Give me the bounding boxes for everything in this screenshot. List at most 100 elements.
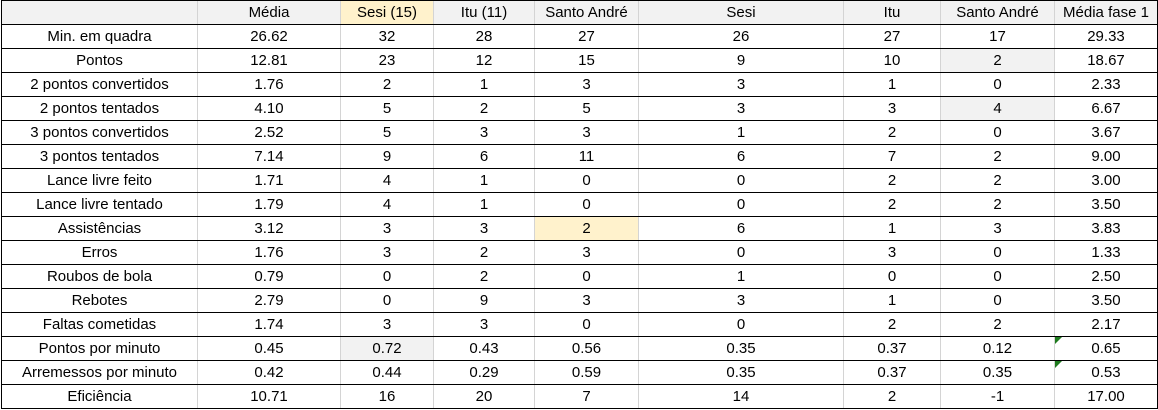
column-header[interactable]: Itu [843, 0, 941, 25]
data-cell[interactable]: 9 [638, 48, 844, 73]
data-cell[interactable]: 0 [940, 240, 1055, 265]
data-cell[interactable]: 2 [940, 168, 1055, 193]
data-cell[interactable]: 26 [638, 24, 844, 49]
data-cell[interactable]: 2 [843, 120, 941, 145]
row-label-cell[interactable]: Lance livre tentado [1, 192, 198, 217]
data-cell[interactable]: 3 [534, 72, 639, 97]
data-cell[interactable]: 3 [534, 288, 639, 313]
data-cell[interactable]: 0 [638, 312, 844, 337]
data-cell[interactable]: 0.37 [843, 360, 941, 385]
data-cell[interactable]: 0.79 [197, 264, 341, 289]
data-cell[interactable]: 2 [940, 48, 1055, 73]
row-label-cell[interactable]: Pontos por minuto [1, 336, 198, 361]
data-cell[interactable]: 9.00 [1054, 144, 1158, 169]
data-cell[interactable]: 1 [843, 288, 941, 313]
data-cell[interactable]: 9 [340, 144, 434, 169]
data-cell[interactable]: 9 [433, 288, 535, 313]
data-cell[interactable]: 0.35 [638, 336, 844, 361]
data-cell[interactable]: 2 [433, 96, 535, 121]
data-cell[interactable]: 10 [843, 48, 941, 73]
data-cell[interactable]: -1 [940, 384, 1055, 409]
data-cell[interactable]: 1 [843, 216, 941, 241]
data-cell[interactable]: 3 [340, 216, 434, 241]
data-cell[interactable]: 1.33 [1054, 240, 1158, 265]
data-cell[interactable]: 0.35 [638, 360, 844, 385]
data-cell[interactable]: 5 [534, 96, 639, 121]
data-cell[interactable]: 2.17 [1054, 312, 1158, 337]
row-label-cell[interactable]: 3 pontos tentados [1, 144, 198, 169]
row-label-cell[interactable]: Arremessos por minuto [1, 360, 198, 385]
data-cell[interactable]: 15 [534, 48, 639, 73]
data-cell[interactable]: 17.00 [1054, 384, 1158, 409]
data-cell[interactable]: 4 [340, 192, 434, 217]
data-cell[interactable]: 2.50 [1054, 264, 1158, 289]
data-cell[interactable]: 2.52 [197, 120, 341, 145]
data-cell[interactable]: 3 [940, 216, 1055, 241]
data-cell[interactable]: 0.72 [340, 336, 434, 361]
data-cell[interactable]: 2 [843, 192, 941, 217]
data-cell[interactable]: 11 [534, 144, 639, 169]
data-cell[interactable]: 7.14 [197, 144, 341, 169]
data-cell[interactable]: 0.53 [1054, 360, 1158, 385]
data-cell[interactable]: 0.56 [534, 336, 639, 361]
data-cell[interactable]: 1 [638, 264, 844, 289]
data-cell[interactable]: 2 [433, 264, 535, 289]
data-cell[interactable]: 6 [638, 216, 844, 241]
data-cell[interactable]: 5 [340, 96, 434, 121]
data-cell[interactable]: 16 [340, 384, 434, 409]
data-cell[interactable]: 23 [340, 48, 434, 73]
row-label-cell[interactable]: Erros [1, 240, 198, 265]
column-header[interactable]: Santo André [940, 0, 1055, 25]
data-cell[interactable]: 7 [534, 384, 639, 409]
data-cell[interactable]: 3 [638, 96, 844, 121]
column-header[interactable]: Itu (11) [433, 0, 535, 25]
data-cell[interactable]: 1 [433, 72, 535, 97]
data-cell[interactable]: 2 [843, 168, 941, 193]
data-cell[interactable]: 12.81 [197, 48, 341, 73]
row-label-cell[interactable]: Roubos de bola [1, 264, 198, 289]
data-cell[interactable]: 0 [940, 288, 1055, 313]
data-cell[interactable]: 3 [534, 240, 639, 265]
data-cell[interactable]: 0 [638, 192, 844, 217]
data-cell[interactable]: 6 [638, 144, 844, 169]
data-cell[interactable]: 20 [433, 384, 535, 409]
data-cell[interactable]: 3 [433, 312, 535, 337]
data-cell[interactable]: 1 [843, 72, 941, 97]
data-cell[interactable]: 1 [433, 168, 535, 193]
data-cell[interactable]: 3.00 [1054, 168, 1158, 193]
data-cell[interactable]: 1.76 [197, 240, 341, 265]
data-cell[interactable]: 0 [940, 120, 1055, 145]
data-cell[interactable]: 17 [940, 24, 1055, 49]
row-label-cell[interactable]: Pontos [1, 48, 198, 73]
data-cell[interactable]: 3.12 [197, 216, 341, 241]
data-cell[interactable]: 2.79 [197, 288, 341, 313]
data-cell[interactable]: 3 [638, 288, 844, 313]
data-cell[interactable]: 0.59 [534, 360, 639, 385]
data-cell[interactable]: 3 [340, 240, 434, 265]
data-cell[interactable]: 4.10 [197, 96, 341, 121]
data-cell[interactable]: 3.50 [1054, 288, 1158, 313]
data-cell[interactable]: 14 [638, 384, 844, 409]
row-label-cell[interactable]: Min. em quadra [1, 24, 198, 49]
data-cell[interactable]: 32 [340, 24, 434, 49]
data-cell[interactable]: 2.33 [1054, 72, 1158, 97]
data-cell[interactable]: 0 [534, 264, 639, 289]
data-cell[interactable]: 28 [433, 24, 535, 49]
data-cell[interactable]: 1.74 [197, 312, 341, 337]
data-cell[interactable]: 1.76 [197, 72, 341, 97]
data-cell[interactable]: 6 [433, 144, 535, 169]
data-cell[interactable]: 0 [534, 312, 639, 337]
data-cell[interactable]: 0.65 [1054, 336, 1158, 361]
data-cell[interactable]: 2 [843, 312, 941, 337]
data-cell[interactable]: 26.62 [197, 24, 341, 49]
data-cell[interactable]: 0.43 [433, 336, 535, 361]
data-cell[interactable]: 10.71 [197, 384, 341, 409]
data-cell[interactable]: 7 [843, 144, 941, 169]
data-cell[interactable]: 0 [340, 264, 434, 289]
header-corner-cell[interactable] [1, 0, 198, 25]
data-cell[interactable]: 6.67 [1054, 96, 1158, 121]
column-header[interactable]: Média fase 1 [1054, 0, 1158, 25]
column-header[interactable]: Sesi (15) [340, 0, 434, 25]
row-label-cell[interactable]: Faltas cometidas [1, 312, 198, 337]
row-label-cell[interactable]: 2 pontos convertidos [1, 72, 198, 97]
